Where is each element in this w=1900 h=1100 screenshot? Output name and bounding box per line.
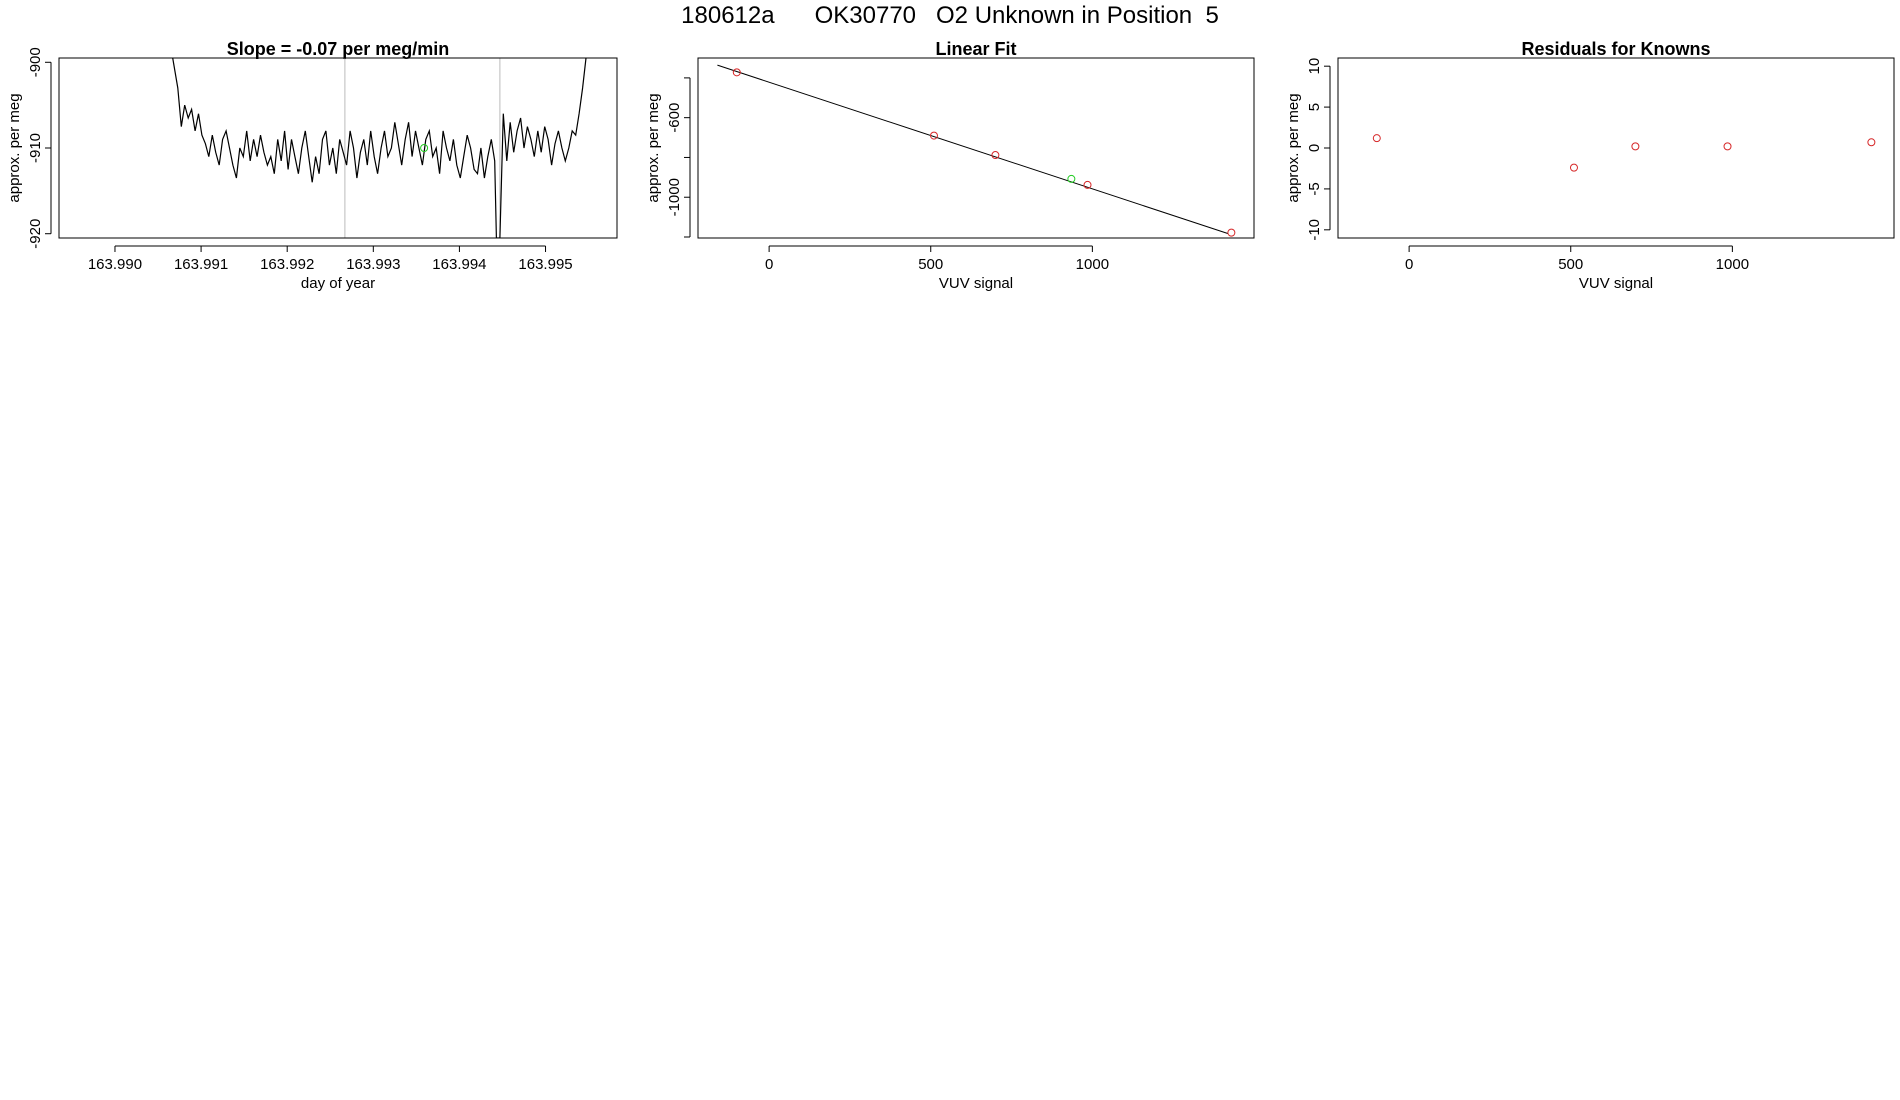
known-point xyxy=(929,131,938,140)
x-tick-label: 163.992 xyxy=(260,256,314,273)
x-tick-label: 500 xyxy=(918,256,943,273)
y-tick-label: -5 xyxy=(1306,182,1323,195)
x-tick-label: 0 xyxy=(1405,256,1413,273)
x-tick-label: 0 xyxy=(765,256,773,273)
y-axis-label: approx. per meg xyxy=(645,93,662,202)
x-axis-label: VUV signal xyxy=(1579,275,1653,292)
fit-line xyxy=(717,64,1229,235)
chart-title: Residuals for Knowns xyxy=(1521,39,1710,59)
y-tick-label: -600 xyxy=(666,103,683,133)
known-point xyxy=(991,151,1000,160)
y-axis-label: approx. per meg xyxy=(6,93,23,202)
chart-title: Slope = -0.07 per meg/min xyxy=(227,39,450,59)
known-point xyxy=(732,68,741,77)
plot-box xyxy=(697,57,1255,239)
x-axis-label: day of year xyxy=(301,275,375,292)
x-tick-label: 1000 xyxy=(1716,256,1749,273)
plot-area xyxy=(717,64,1236,237)
known-point xyxy=(1723,142,1732,151)
unknown-point xyxy=(1067,174,1076,183)
y-tick-label: -1000 xyxy=(666,178,683,216)
y-axis-label: approx. per meg xyxy=(1285,93,1302,202)
x-tick-label: 163.991 xyxy=(174,256,228,273)
x-tick-label: 163.994 xyxy=(432,256,486,273)
series-line xyxy=(172,58,587,238)
known-point xyxy=(1372,134,1381,143)
known-point xyxy=(1631,142,1640,151)
x-axis-label: VUV signal xyxy=(939,275,1013,292)
unknown-point xyxy=(420,144,429,152)
y-tick-label: -910 xyxy=(27,133,44,163)
plot-area xyxy=(172,58,587,238)
known-point xyxy=(1867,138,1876,147)
x-tick-label: 163.990 xyxy=(88,256,142,273)
figure-title: 180612a OK30770 O2 Unknown in Position 5 xyxy=(681,2,1219,29)
known-point xyxy=(1569,163,1578,172)
y-tick-label: 0 xyxy=(1306,144,1323,152)
plot-area xyxy=(1372,134,1876,172)
chart-title: Linear Fit xyxy=(935,39,1016,59)
known-point xyxy=(1083,180,1092,189)
x-tick-label: 1000 xyxy=(1076,256,1109,273)
y-tick-label: -10 xyxy=(1306,219,1323,241)
plot-box xyxy=(58,57,618,239)
y-tick-label: -920 xyxy=(27,219,44,249)
y-tick-label: 10 xyxy=(1306,58,1323,75)
residuals-chart: Residuals for Knowns 0 500 1000 10 5 0 -5 -10 VUV… xyxy=(1285,39,1895,292)
slope-time-series-chart: Slope = -0.07 per meg/min 163.990 163.991 1… xyxy=(6,39,618,292)
known-point xyxy=(1227,228,1236,237)
y-tick-label: 5 xyxy=(1306,103,1323,111)
plot-box xyxy=(1337,57,1895,239)
y-tick-label: -900 xyxy=(27,47,44,77)
x-tick-label: 163.993 xyxy=(346,256,400,273)
linear-fit-chart: Linear Fit 0 500 1000 -600 -1000 VUV signal app… xyxy=(645,39,1255,292)
x-tick-label: 163.995 xyxy=(518,256,572,273)
x-tick-label: 500 xyxy=(1558,256,1583,273)
